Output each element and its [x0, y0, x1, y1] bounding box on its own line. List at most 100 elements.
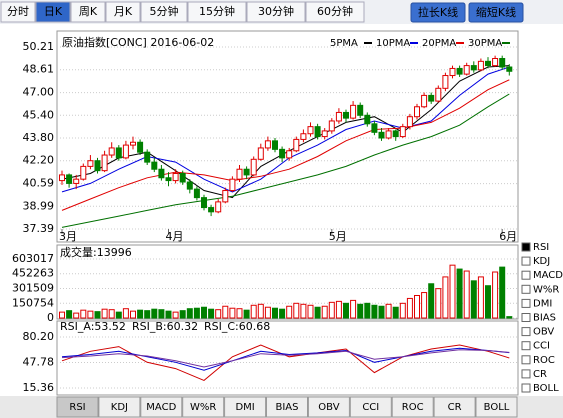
- tab-label[interactable]: 60分钟: [317, 4, 353, 18]
- bottom-tab[interactable]: [391, 396, 434, 418]
- candle-body: [350, 104, 357, 119]
- candle-body: [73, 178, 80, 184]
- button-label[interactable]: 拉长K线: [418, 5, 458, 19]
- y-tick-label: 80.20: [23, 330, 55, 343]
- bottom-tab[interactable]: [56, 396, 99, 418]
- tab[interactable]: [187, 1, 247, 23]
- indicator-label[interactable]: ROC: [533, 355, 555, 366]
- volume-bar: [392, 306, 399, 319]
- tab[interactable]: [305, 1, 365, 23]
- bottom-tab-label[interactable]: OBV: [318, 402, 339, 413]
- candle-body: [378, 131, 385, 139]
- bottom-tab-label[interactable]: W%R: [190, 402, 216, 413]
- y-tick-label: 42.20: [23, 154, 55, 167]
- candle-body: [264, 140, 271, 149]
- checkbox[interactable]: [521, 383, 531, 393]
- bottom-tab-label[interactable]: DMI: [235, 402, 254, 413]
- candle-body: [485, 60, 491, 67]
- bottom-tab-label[interactable]: BIAS: [276, 402, 299, 413]
- indicator-label[interactable]: OBV: [533, 327, 554, 338]
- bottom-tab-label[interactable]: KDJ: [111, 402, 128, 413]
- volume-bar: [378, 305, 385, 319]
- indicator-label[interactable]: W%R: [533, 284, 559, 295]
- indicator-label[interactable]: RSI: [533, 242, 549, 253]
- bottom-tab-label[interactable]: ROC: [402, 402, 424, 413]
- bottom-tab-label[interactable]: CR: [448, 402, 462, 413]
- tab-label[interactable]: 周K: [79, 5, 98, 18]
- bottom-tab[interactable]: [475, 396, 518, 418]
- bottom-tab[interactable]: [182, 396, 225, 418]
- indicator-label[interactable]: DMI: [533, 298, 552, 309]
- volume-bar: [492, 271, 499, 319]
- bottom-tab-label[interactable]: MACD: [146, 402, 176, 413]
- tab-label[interactable]: 月K: [114, 5, 133, 18]
- tab-label[interactable]: 日K: [44, 5, 63, 18]
- checkbox[interactable]: [521, 284, 531, 294]
- candle-body: [179, 172, 186, 183]
- volume-bar: [307, 304, 314, 319]
- button-label[interactable]: 缩短K线: [476, 5, 516, 19]
- bottom-tab-label[interactable]: BOLL: [484, 402, 510, 413]
- tab[interactable]: [35, 1, 71, 23]
- tab[interactable]: [105, 1, 141, 23]
- tab[interactable]: [246, 1, 306, 23]
- checkbox[interactable]: [521, 355, 531, 365]
- y-tick-label: 40.59: [23, 177, 55, 190]
- candle-body: [364, 114, 371, 125]
- volume-title: 成交量:13996: [60, 245, 132, 259]
- volume-bar: [371, 304, 378, 319]
- bottom-tab[interactable]: [307, 396, 350, 418]
- volume-bar: [463, 270, 470, 319]
- bottom-tab[interactable]: [224, 396, 267, 418]
- indicator-label[interactable]: BOLL: [533, 383, 559, 394]
- bottom-tab-label[interactable]: CCI: [362, 402, 379, 413]
- button[interactable]: [410, 2, 466, 23]
- candle-body: [414, 106, 420, 118]
- tab[interactable]: [70, 1, 106, 23]
- indicator-label[interactable]: BIAS: [533, 313, 556, 324]
- legend-label: RSI_A:53.52: [60, 320, 126, 333]
- volume-bar: [279, 308, 286, 319]
- tab-label[interactable]: 30分钟: [258, 4, 294, 18]
- legend-label: RSI_C:60.68: [204, 320, 270, 333]
- legend-label: 10PMA: [376, 38, 410, 49]
- indicator-label[interactable]: KDJ: [533, 256, 550, 267]
- tab-label[interactable]: 5分钟: [150, 4, 179, 18]
- checkbox[interactable]: [521, 313, 531, 322]
- bottom-tab[interactable]: [349, 396, 392, 418]
- candle-body: [137, 141, 144, 153]
- series-line: [61, 349, 510, 368]
- bottom-tab[interactable]: [140, 396, 183, 418]
- checkbox[interactable]: [521, 242, 531, 252]
- y-tick-label: 47.00: [23, 86, 55, 99]
- indicator-label[interactable]: CCI: [533, 341, 550, 352]
- checkbox[interactable]: [521, 369, 531, 379]
- volume-bar: [130, 310, 136, 319]
- indicator-label[interactable]: CR: [533, 369, 547, 380]
- candle-body: [236, 168, 243, 180]
- volume-bar: [137, 309, 144, 319]
- checkbox[interactable]: [521, 256, 531, 266]
- bottom-tab-label[interactable]: RSI: [69, 402, 85, 413]
- checkbox[interactable]: [521, 270, 531, 280]
- button[interactable]: [468, 2, 524, 23]
- checkbox[interactable]: [521, 298, 531, 308]
- y-tick-label: 452263: [12, 267, 54, 280]
- tab[interactable]: [140, 1, 188, 23]
- candle-body: [456, 67, 463, 75]
- y-tick-label: 150754: [12, 296, 54, 309]
- bottom-tab[interactable]: [266, 396, 308, 418]
- volume-bar: [343, 302, 349, 319]
- tab[interactable]: [0, 1, 36, 23]
- tab-label[interactable]: 分时: [7, 5, 29, 18]
- candle-body: [477, 60, 484, 71]
- volume-bar: [506, 316, 513, 319]
- bottom-tab[interactable]: [98, 396, 141, 418]
- tab-label[interactable]: 15分钟: [199, 4, 235, 18]
- volume-bar: [158, 309, 165, 319]
- bottom-tab[interactable]: [433, 396, 476, 418]
- indicator-label[interactable]: MACD: [533, 270, 563, 281]
- checkbox[interactable]: [521, 327, 531, 337]
- checkbox[interactable]: [521, 341, 531, 351]
